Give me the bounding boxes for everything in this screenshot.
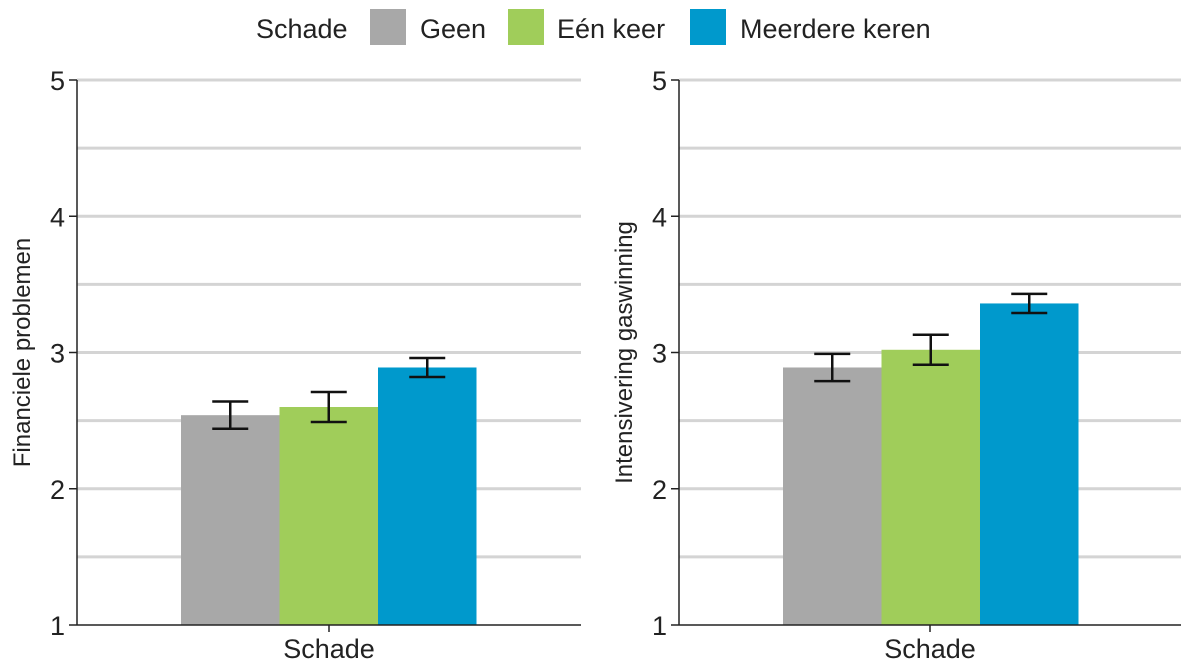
bar-2-1 [783, 367, 882, 625]
legend-key-een-keer [508, 9, 544, 45]
y-tick-label-1: 2 [50, 475, 65, 505]
x-axis-label-2: Schade [884, 634, 976, 662]
y-tick-label-2: 2 [652, 475, 667, 505]
y-axis-label-1: Financiele problemen [9, 238, 36, 467]
y-tick-label-1: 5 [50, 66, 65, 96]
legend-key-geen [370, 9, 406, 45]
y-tick-label-1: 1 [50, 611, 65, 641]
y-axis-label-2: Intensivering gaswinning [611, 221, 638, 484]
error-bar-2-1 [814, 352, 851, 383]
legend-title: Schade [256, 14, 348, 44]
error-bar-2-2 [912, 333, 949, 367]
y-tick-label-2: 4 [652, 202, 667, 232]
y-tick-label-2: 3 [652, 339, 667, 369]
error-bar-1-1 [212, 400, 249, 431]
bar-2-2 [881, 349, 980, 625]
bar-2-3 [980, 303, 1079, 625]
legend-label-meerdere-keren: Meerdere keren [740, 14, 931, 44]
legend-label-geen: Geen [420, 14, 487, 44]
y-tick-label-2: 5 [652, 66, 667, 96]
legend-label-een-keer: Eén keer [557, 14, 666, 44]
y-tick-label-1: 3 [50, 339, 65, 369]
y-tick-label-1: 4 [50, 202, 65, 232]
error-bar-1-2 [310, 390, 347, 424]
x-axis-label-1: Schade [283, 634, 375, 662]
bar-1-1 [181, 415, 280, 625]
legend-key-meerdere-keren [690, 9, 726, 45]
error-bar-2-3 [1011, 292, 1048, 315]
error-bar-1-3 [409, 356, 446, 379]
y-tick-label-2: 1 [652, 611, 667, 641]
bar-1-3 [378, 367, 477, 625]
bar-1-2 [279, 407, 378, 625]
legend: Schade Geen Eén keer Meerdere keren [0, 0, 1181, 56]
